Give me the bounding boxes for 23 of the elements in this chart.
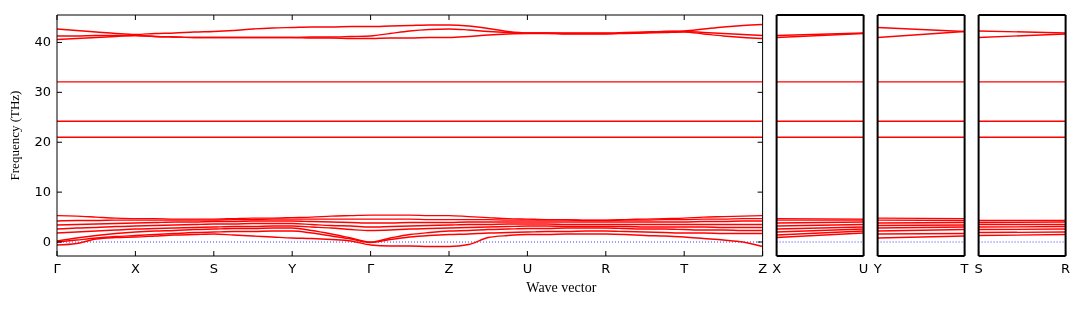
y-axis-title: Frequency (THz) bbox=[7, 90, 22, 181]
x-tick-label: T bbox=[959, 261, 969, 276]
x-tick-label: R bbox=[601, 261, 611, 276]
x-tick-label: Z bbox=[444, 261, 454, 276]
x-tick-label: Z bbox=[758, 261, 768, 276]
x-tick-label: Γ bbox=[53, 261, 62, 276]
x-tick-label: U bbox=[522, 261, 533, 276]
y-tick-label: 10 bbox=[34, 184, 51, 200]
x-tick-label: X bbox=[130, 261, 140, 276]
x-tick-label: T bbox=[679, 261, 689, 276]
y-tick-label: 40 bbox=[34, 34, 51, 50]
x-tick-label: U bbox=[858, 261, 869, 276]
x-tick-label: Y bbox=[287, 261, 297, 276]
x-axis-title: Wave vector bbox=[526, 280, 597, 295]
x-tick-label: Y bbox=[872, 261, 882, 276]
x-tick-label: R bbox=[1061, 261, 1071, 276]
y-tick-label: 0 bbox=[42, 234, 51, 250]
x-tick-label: S bbox=[974, 261, 983, 276]
x-tick-label: S bbox=[209, 261, 218, 276]
x-tick-label: Γ bbox=[366, 261, 375, 276]
x-tick-label: X bbox=[772, 261, 782, 276]
y-tick-label: 30 bbox=[34, 84, 51, 100]
y-tick-label: 20 bbox=[34, 134, 51, 150]
